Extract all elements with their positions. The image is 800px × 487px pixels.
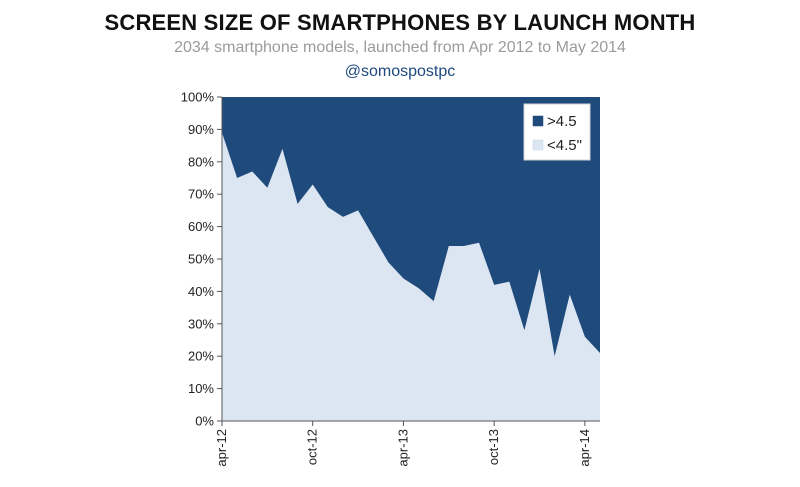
y-tick-label: 20% <box>188 349 214 364</box>
y-tick-label: 90% <box>188 122 214 137</box>
y-tick-label: 0% <box>195 414 214 429</box>
legend-label: >4.5 <box>547 113 577 130</box>
x-tick-label: oct-13 <box>486 429 501 465</box>
y-axis: 0% 10% 20% 30% 40% 50% 60% 70% 80% 90% 100% <box>181 90 223 429</box>
y-tick-label: 50% <box>188 252 214 267</box>
y-tick-label: 60% <box>188 219 214 234</box>
legend-swatch <box>532 139 544 151</box>
legend-swatch <box>532 115 544 127</box>
author-handle: @somospostpc <box>344 63 456 80</box>
y-tick-label: 70% <box>188 187 214 202</box>
x-tick-label: apr-12 <box>214 429 229 467</box>
y-tick-label: 40% <box>188 284 214 299</box>
chart-subtitle: 2034 smartphone models, launched from Ap… <box>174 39 626 56</box>
x-axis: apr-12 oct-12 apr-13 oct-13 apr-14 <box>214 420 600 467</box>
legend-box <box>523 103 591 161</box>
x-tick-label: oct-12 <box>305 429 320 465</box>
y-tick-label: 30% <box>188 316 214 331</box>
x-tick-label: apr-13 <box>395 429 410 467</box>
legend: >4.5 <4.5" <box>523 103 591 161</box>
x-tick-label: apr-14 <box>577 429 592 467</box>
y-tick-label: 80% <box>188 154 214 169</box>
y-tick-label: 10% <box>188 381 214 396</box>
legend-label: <4.5" <box>547 137 582 154</box>
small-series-area <box>222 132 600 421</box>
y-tick-label: 100% <box>181 90 215 105</box>
chart-title: SCREEN SIZE OF SMARTPHONES BY LAUNCH MON… <box>104 10 696 35</box>
